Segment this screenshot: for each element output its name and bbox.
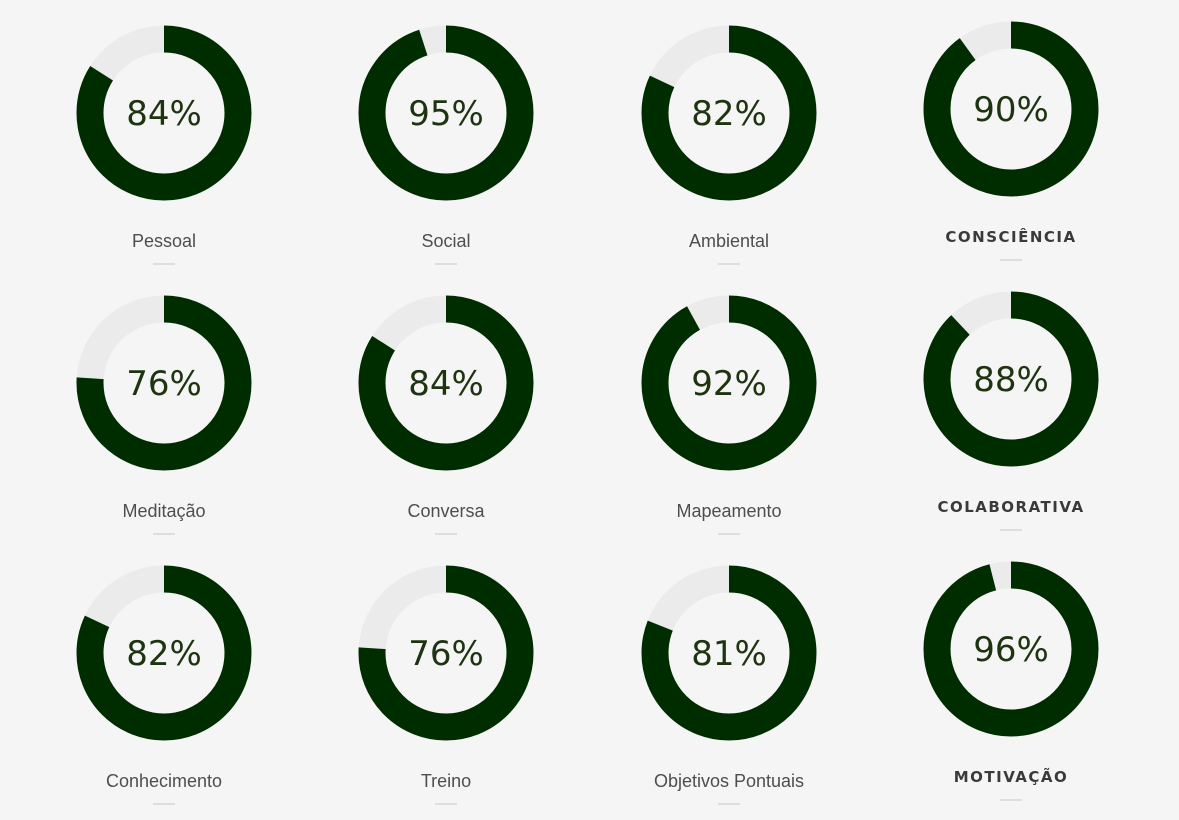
percent-value: 81%: [691, 634, 767, 674]
label-divider: [718, 803, 740, 805]
skill-label: Ambiental: [688, 231, 770, 251]
percent-value: 96%: [973, 630, 1049, 670]
skill-label: COLABORATIVA: [937, 498, 1085, 516]
percent-value: 84%: [408, 364, 484, 404]
label-divider: [153, 803, 175, 805]
skill-label: Conversa: [407, 501, 485, 521]
skill-donut-6: 84%: [358, 295, 534, 471]
skill-donut-8: 88%: [923, 291, 1099, 467]
skill-donut-4: 90%: [923, 21, 1099, 197]
skill-label: CONSCIÊNCIA: [945, 228, 1077, 246]
donut-progress-arc: [358, 295, 534, 471]
label-divider: [435, 533, 457, 535]
label-divider: [435, 263, 457, 265]
skill-donut-12: 96%: [923, 561, 1099, 737]
skill-donut-3: 82%: [641, 25, 817, 201]
donut-progress-arc: [641, 25, 817, 201]
label-divider: [435, 803, 457, 805]
donut-progress-arc: [923, 21, 1099, 197]
skill-donut-11: 81%: [641, 565, 817, 741]
skill-donut-10: 76%: [358, 565, 534, 741]
donut-progress-arc: [641, 295, 817, 471]
skill-label: Objetivos Pontuais: [653, 771, 805, 791]
label-divider: [718, 533, 740, 535]
percent-value: 84%: [126, 94, 202, 134]
donut-progress-arc: [923, 291, 1099, 467]
skill-label: Treino: [420, 771, 472, 791]
skill-label: Mapeamento: [676, 501, 782, 521]
donut-progress-arc: [358, 25, 534, 201]
percent-value: 82%: [691, 94, 767, 134]
skill-donut-7: 92%: [641, 295, 817, 471]
percent-value: 92%: [691, 364, 767, 404]
label-divider: [1000, 529, 1022, 531]
skill-donut-1: 84%: [76, 25, 252, 201]
percent-value: 82%: [126, 634, 202, 674]
donut-progress-arc: [923, 561, 1099, 737]
donut-progress-arc: [641, 565, 817, 741]
label-divider: [1000, 259, 1022, 261]
skill-label: Pessoal: [131, 231, 197, 251]
label-divider: [153, 263, 175, 265]
skill-label: MOTIVAÇÃO: [953, 768, 1069, 786]
skill-label: Conhecimento: [105, 771, 223, 791]
label-divider: [718, 263, 740, 265]
donut-progress-arc: [358, 565, 534, 741]
donut-progress-arc: [76, 25, 252, 201]
label-divider: [153, 533, 175, 535]
percent-value: 88%: [973, 360, 1049, 400]
donut-progress-arc: [76, 295, 252, 471]
label-divider: [1000, 799, 1022, 801]
skill-label: Meditação: [122, 501, 206, 521]
donut-progress-arc: [76, 565, 252, 741]
skill-donut-9: 82%: [76, 565, 252, 741]
skill-donut-5: 76%: [76, 295, 252, 471]
percent-value: 90%: [973, 90, 1049, 130]
percent-value: 76%: [408, 634, 484, 674]
percent-value: 76%: [126, 364, 202, 404]
skill-donut-2: 95%: [358, 25, 534, 201]
skill-label: Social: [421, 231, 471, 251]
percent-value: 95%: [408, 94, 484, 134]
